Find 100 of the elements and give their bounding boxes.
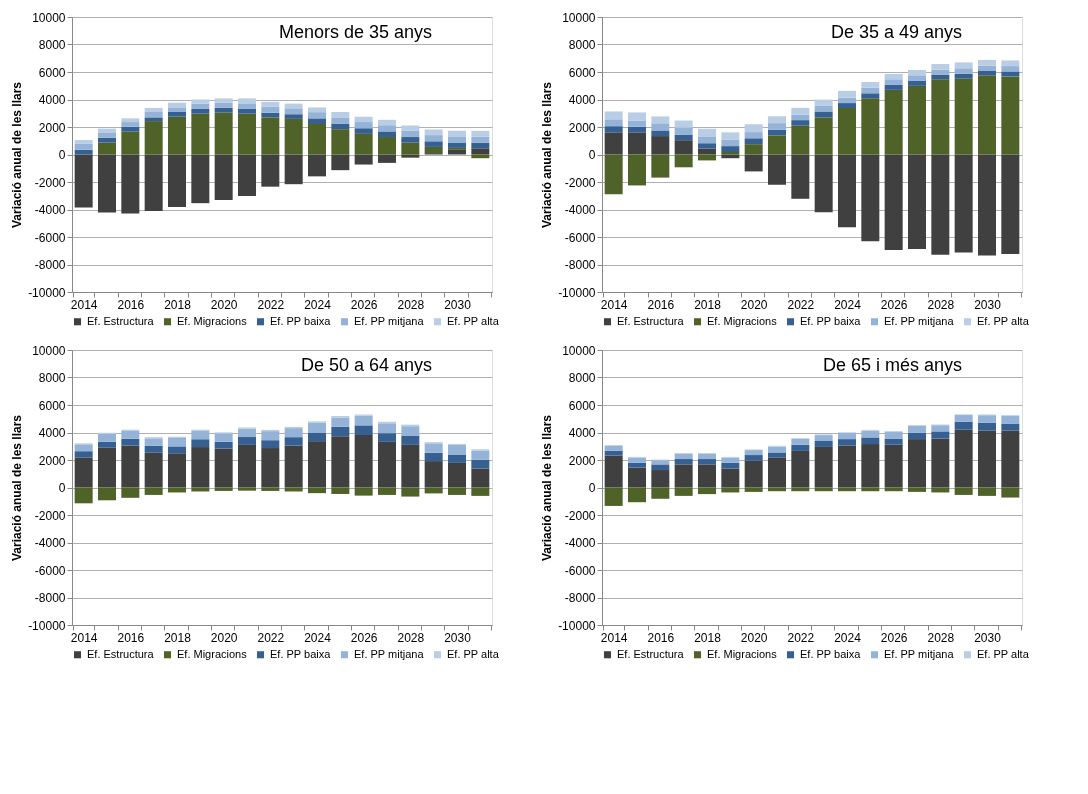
bar: [838, 103, 856, 109]
y-tick-label: 6000: [38, 65, 66, 80]
bar: [448, 487, 466, 495]
bar: [214, 107, 233, 113]
bar: [308, 107, 326, 113]
bar: [74, 444, 93, 452]
bar: [1001, 60, 1020, 67]
x-tick-label: 2022: [257, 630, 285, 645]
bar: [954, 78, 973, 155]
bar: [121, 430, 140, 439]
bar: [1001, 423, 1020, 431]
x-tick-label: 2028: [397, 630, 425, 645]
x-tick-label: 2026: [350, 297, 378, 312]
bar: [978, 430, 996, 488]
bar: [814, 154, 833, 213]
bar: [354, 425, 373, 435]
bar: [628, 457, 646, 463]
bar: [604, 450, 623, 456]
bar: [284, 118, 303, 155]
bar: [74, 140, 93, 144]
bar: [674, 140, 693, 155]
x-tick-label: 2024: [304, 630, 332, 645]
bar: [651, 136, 670, 155]
bar: [168, 446, 186, 454]
bar: [331, 426, 350, 437]
bar: [214, 433, 233, 442]
y-tick-label: -8000: [564, 591, 596, 605]
bar: [401, 137, 420, 143]
x-tick-label: 2024: [834, 297, 862, 312]
bar: [401, 130, 420, 138]
bar: [284, 428, 303, 438]
chart-title: De 65 i més anys: [822, 355, 962, 375]
bar: [401, 154, 420, 158]
legend-label: Ef. Estructura: [617, 314, 685, 327]
bar: [651, 487, 670, 499]
x-tick-label: 2016: [117, 297, 145, 312]
bar: [191, 113, 210, 155]
bar: [651, 464, 670, 471]
bar: [674, 154, 693, 168]
bar: [144, 121, 163, 155]
legend-label: Ef. Estructura: [87, 314, 155, 327]
bar: [768, 457, 786, 488]
x-tick-label: 2022: [257, 297, 285, 312]
legend-label: Ef. PP baixa: [800, 314, 862, 327]
x-tick-label: 2018: [694, 297, 722, 312]
bar: [98, 441, 116, 448]
bar: [908, 80, 926, 86]
bar: [144, 117, 163, 122]
bar: [861, 444, 880, 488]
y-axis-title: Variació anual de les llars: [10, 81, 25, 229]
bar: [978, 422, 996, 431]
legend-label: Ef. Estructura: [87, 647, 155, 660]
x-tick-label: 2022: [787, 630, 815, 645]
bar: [908, 487, 926, 492]
bar: [121, 438, 140, 446]
bar: [628, 154, 646, 186]
bar: [861, 93, 880, 99]
bar: [378, 433, 396, 442]
bar: [884, 431, 903, 439]
bar: [791, 444, 810, 451]
bar: [698, 487, 716, 495]
bar: [674, 464, 693, 488]
bar: [214, 98, 233, 103]
bar: [331, 154, 350, 171]
bar: [98, 447, 116, 488]
bar: [791, 450, 810, 488]
bar: [791, 120, 810, 126]
chart-title: De 35 a 49 anys: [830, 22, 962, 42]
y-tick-label: 2000: [38, 453, 66, 468]
bar: [604, 111, 623, 120]
bar: [471, 450, 490, 460]
bar: [1001, 76, 1020, 155]
legend-label: Ef. PP mitjana: [884, 314, 955, 327]
bar: [628, 120, 646, 127]
bar: [378, 137, 396, 155]
bar: [471, 468, 490, 488]
bar: [744, 487, 763, 492]
bar: [331, 487, 350, 494]
bar: [98, 434, 116, 442]
bar: [471, 148, 490, 155]
x-tick-label: 2026: [350, 630, 378, 645]
bar: [168, 107, 186, 113]
bar: [908, 154, 926, 250]
bar: [448, 454, 466, 463]
y-axis-title: Variació anual de les llars: [10, 414, 25, 562]
bar: [628, 487, 646, 503]
x-tick-label: 2026: [880, 630, 908, 645]
bar: [674, 459, 693, 465]
bar: [698, 453, 716, 460]
bar: [308, 112, 326, 119]
x-tick-label: 2028: [397, 297, 425, 312]
bar: [238, 154, 256, 197]
bar: [954, 487, 973, 495]
bar: [744, 138, 763, 145]
bar: [931, 64, 950, 70]
bar: [978, 415, 996, 423]
bar: [308, 123, 326, 155]
bar: [331, 117, 350, 124]
bar: [74, 451, 93, 458]
y-tick-label: -10000: [28, 618, 66, 633]
